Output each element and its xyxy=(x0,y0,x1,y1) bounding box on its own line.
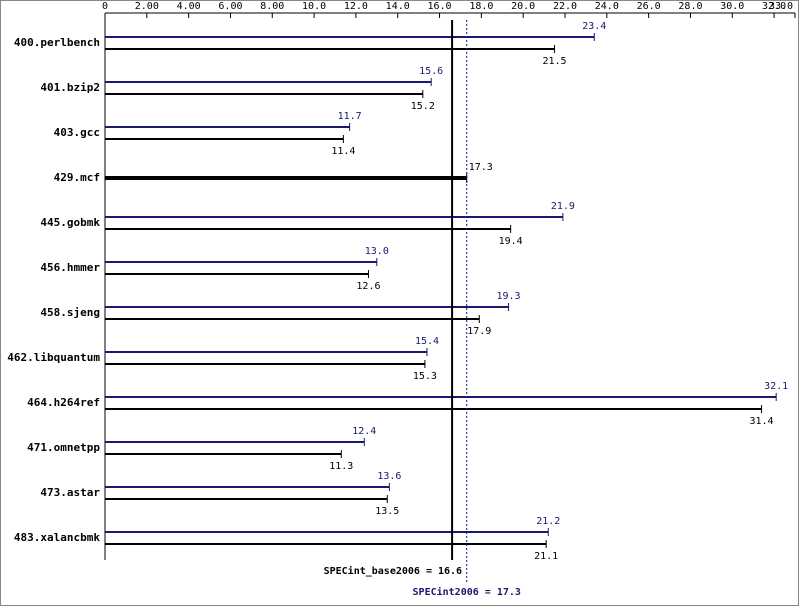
x-tick-label: 32.0 xyxy=(762,1,786,12)
base-value-label: 21.1 xyxy=(534,551,558,562)
x-tick-label: 30.0 xyxy=(720,1,744,12)
x-tick-label: 0 xyxy=(102,1,108,12)
category-label: 456.hmmer xyxy=(40,261,100,274)
base-value-label: 12.6 xyxy=(356,281,380,292)
x-tick-label: 4.00 xyxy=(177,1,201,12)
x-tick-label: 10.0 xyxy=(302,1,326,12)
peak-value-label: 13.0 xyxy=(365,246,389,257)
x-tick-label: 28.0 xyxy=(678,1,702,12)
base-value-label: 17.3 xyxy=(469,162,493,173)
category-label: 483.xalancbmk xyxy=(14,531,100,544)
category-label: 403.gcc xyxy=(54,126,100,139)
x-tick-label: 24.0 xyxy=(595,1,619,12)
peak-value-label: 13.6 xyxy=(377,471,401,482)
base-value-label: 15.3 xyxy=(413,371,437,382)
category-label: 473.astar xyxy=(40,486,100,499)
reference-label: SPECint_base2006 = 16.6 xyxy=(324,565,462,577)
peak-value-label: 23.4 xyxy=(582,21,606,32)
category-label: 464.h264ref xyxy=(27,396,100,409)
x-tick-label: 22.0 xyxy=(553,1,577,12)
x-tick-label: 14.0 xyxy=(386,1,410,12)
base-value-label: 11.4 xyxy=(331,146,355,157)
peak-value-label: 15.6 xyxy=(419,66,443,77)
category-label: 445.gobmk xyxy=(40,216,100,229)
category-label: 401.bzip2 xyxy=(40,81,100,94)
peak-value-label: 32.1 xyxy=(764,381,788,392)
base-value-label: 31.4 xyxy=(749,416,773,427)
base-value-label: 11.3 xyxy=(329,461,353,472)
x-tick-label: 20.0 xyxy=(511,1,535,12)
peak-value-label: 21.2 xyxy=(536,516,560,527)
peak-value-label: 11.7 xyxy=(338,111,362,122)
x-tick-label: 8.00 xyxy=(260,1,284,12)
base-value-label: 13.5 xyxy=(375,506,399,517)
category-label: 471.omnetpp xyxy=(27,441,100,454)
reference-label: SPECint2006 = 17.3 xyxy=(413,586,521,598)
x-tick-label: 6.00 xyxy=(218,1,242,12)
base-value-label: 15.2 xyxy=(411,101,435,112)
category-label: 462.libquantum xyxy=(7,351,100,364)
x-tick-label: 33.0 xyxy=(769,1,793,12)
peak-value-label: 15.4 xyxy=(415,336,439,347)
peak-value-label: 21.9 xyxy=(551,201,575,212)
peak-value-label: 12.4 xyxy=(352,426,376,437)
x-tick-label: 2.00 xyxy=(135,1,159,12)
base-value-label: 19.4 xyxy=(499,236,523,247)
x-tick-label: 12.0 xyxy=(344,1,368,12)
category-label: 429.mcf xyxy=(54,171,100,184)
x-tick-label: 16.0 xyxy=(427,1,451,12)
x-tick-label: 18.0 xyxy=(469,1,493,12)
category-label: 458.sjeng xyxy=(40,306,100,319)
base-value-label: 21.5 xyxy=(542,56,566,67)
category-label: 400.perlbench xyxy=(14,36,100,49)
peak-value-label: 19.3 xyxy=(496,291,520,302)
x-tick-label: 26.0 xyxy=(637,1,661,12)
base-value-label: 17.9 xyxy=(467,326,491,337)
